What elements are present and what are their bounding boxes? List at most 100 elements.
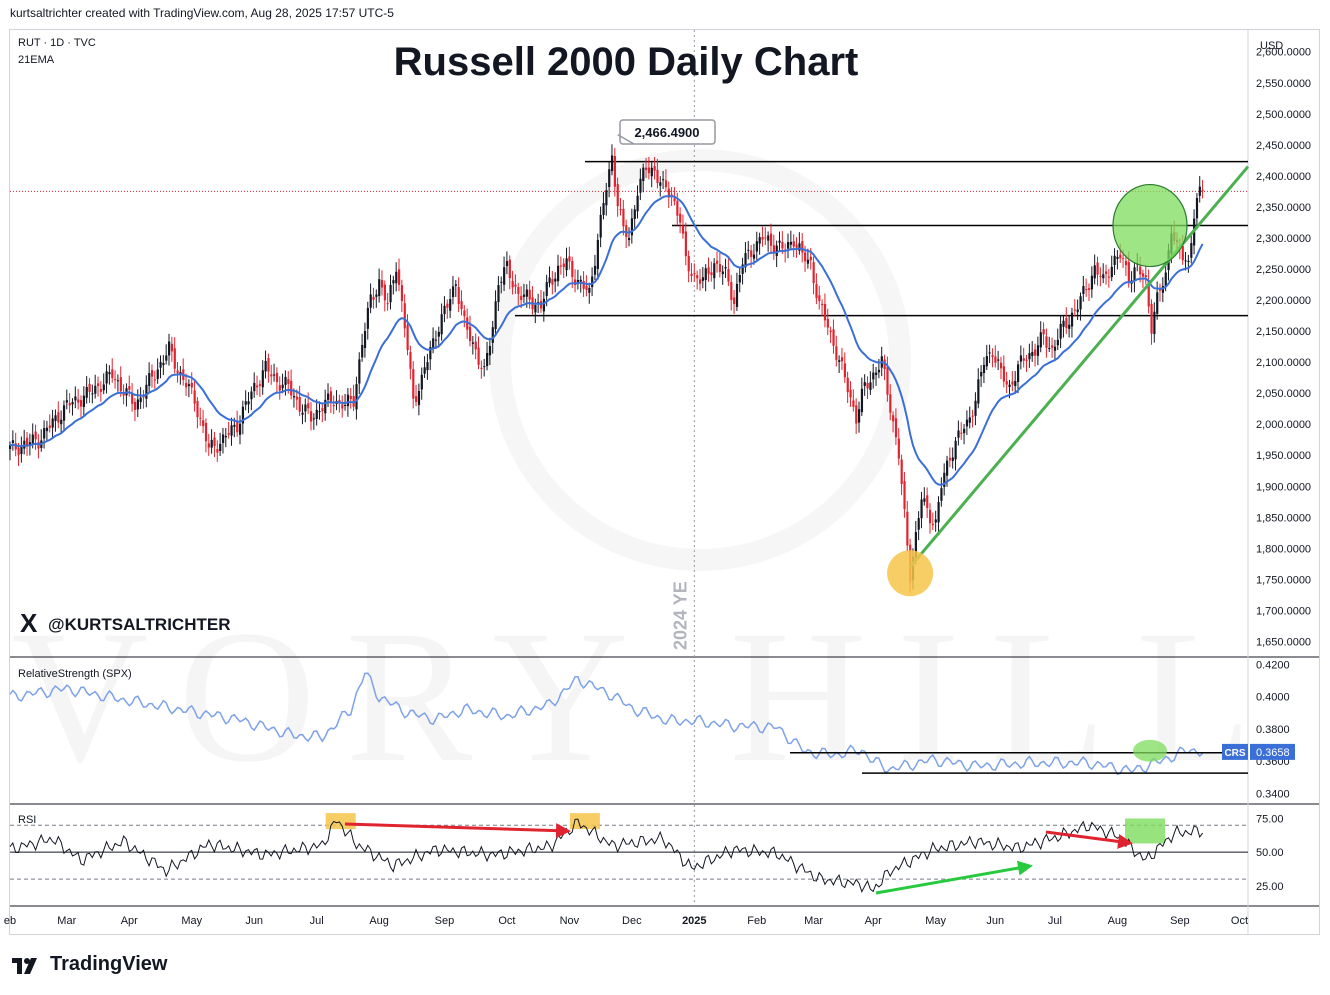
candle-body [525, 289, 528, 297]
candle-body [906, 511, 909, 546]
time-tick-label-1: Mar [57, 915, 76, 927]
candle-body [372, 296, 375, 300]
candle-body [565, 258, 568, 271]
candle-body [894, 418, 898, 438]
candle-body [116, 380, 120, 382]
candle-body [522, 294, 526, 297]
candle-body [165, 355, 168, 361]
candle-body [602, 203, 605, 216]
candle-body [781, 241, 784, 249]
social-handle: @KURTSALTRICHTER [48, 615, 230, 634]
price-tick-label-9: 2,150.0000 [1256, 326, 1311, 338]
candle-body [114, 378, 117, 380]
candle-body [440, 314, 443, 335]
candle-body [645, 167, 648, 170]
candle-body [619, 209, 622, 211]
candle-body [131, 392, 134, 404]
candle-body [778, 240, 781, 243]
candle-body [267, 358, 270, 372]
candle-body [315, 409, 318, 419]
candle-body [105, 371, 108, 384]
candle-body [735, 283, 739, 307]
candle-body [480, 367, 483, 369]
rs-tick-label-0: 0.4200 [1256, 659, 1290, 671]
candle-body [647, 167, 651, 174]
candle-body [520, 295, 523, 300]
candle-body [451, 286, 455, 298]
candle-body [170, 343, 174, 352]
candle-body [412, 369, 415, 399]
candle-body [696, 275, 699, 279]
candle-body [202, 420, 205, 427]
candle-body [344, 405, 347, 407]
candle-body [1008, 384, 1011, 388]
candle-body [997, 359, 1000, 361]
candle-body [1051, 345, 1054, 348]
candle-body [562, 263, 565, 268]
candle-body [108, 372, 111, 375]
candle-body [1025, 359, 1028, 361]
candle-body [892, 415, 895, 422]
candle-body [111, 369, 114, 379]
candle-body [1042, 329, 1045, 335]
candle-body [1034, 349, 1037, 356]
rsi-recent-highlight [1125, 818, 1165, 844]
rsi-peak-highlight-2 [569, 813, 600, 830]
candle-body [1141, 273, 1145, 277]
candle-body [204, 422, 208, 442]
candle-body [1045, 336, 1048, 348]
candle-body [576, 280, 580, 283]
candle-body [639, 178, 642, 193]
candle-body [622, 208, 625, 227]
candle-body [1076, 309, 1079, 313]
candle-body [9, 445, 12, 450]
tradingview-logo-icon [12, 957, 37, 974]
candle-body [548, 277, 551, 284]
candle-body [1127, 262, 1130, 282]
price-tick-label-13: 1,950.0000 [1256, 450, 1311, 462]
time-tick-label-2: Apr [121, 915, 138, 927]
candle-body [244, 401, 247, 405]
candle-body [636, 195, 639, 212]
candle-body [801, 241, 804, 253]
candle-body [221, 434, 225, 443]
candle-body [290, 380, 293, 396]
candle-body [764, 237, 767, 239]
candle-body [136, 399, 139, 410]
chart-attribution: kurtsaltrichter created with TradingView… [10, 6, 394, 20]
candle-body [957, 430, 960, 438]
candle-body [1144, 275, 1147, 277]
candle-body [1119, 254, 1122, 259]
candle-body [449, 299, 452, 311]
candle-body [889, 394, 892, 413]
candle-body [94, 385, 97, 394]
candle-body [176, 370, 179, 374]
candle-body [752, 254, 756, 259]
candle-body [1065, 318, 1068, 329]
candle-body [102, 384, 105, 391]
candle-body [207, 443, 210, 448]
price-callout-pointer [617, 133, 635, 145]
candle-body [806, 259, 810, 264]
rs-tick-label-1: 0.4000 [1256, 692, 1290, 704]
candle-body [437, 331, 440, 337]
candle-body [804, 252, 807, 262]
tradingview-footer[interactable]: TradingView [12, 953, 167, 976]
candle-body [466, 317, 469, 330]
candle-body [1059, 323, 1062, 339]
candle-body [148, 373, 151, 386]
candle-body [1113, 255, 1116, 265]
candle-body [409, 352, 412, 369]
candle-body [713, 263, 716, 279]
candle-body [664, 180, 668, 188]
candle-body [832, 329, 835, 346]
candle-body [383, 284, 387, 301]
candle-body [877, 369, 881, 373]
candle-body [724, 267, 727, 269]
time-tick-label-19: Sep [1170, 915, 1190, 927]
candle-body [1195, 198, 1199, 219]
candle-body [284, 376, 287, 385]
candle-body [750, 250, 753, 257]
candle-body [656, 169, 659, 184]
